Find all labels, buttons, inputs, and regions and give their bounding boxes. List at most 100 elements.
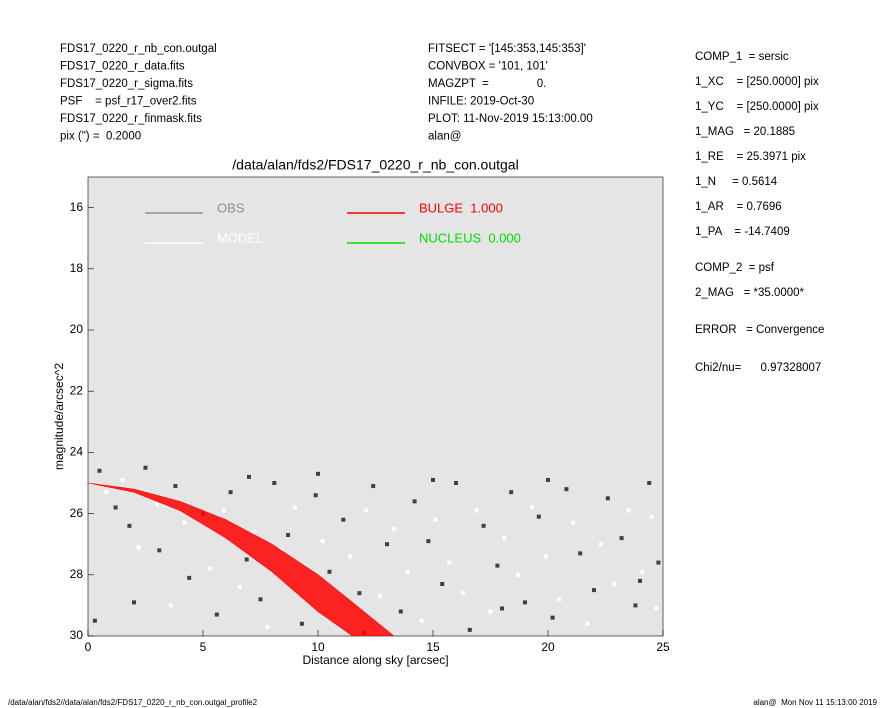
data-point bbox=[221, 508, 226, 513]
legend-label: OBS bbox=[217, 200, 245, 215]
header-left-line: FDS17_0220_r_finmask.fits bbox=[60, 113, 202, 125]
data-point bbox=[371, 484, 376, 489]
header-right-line: COMP_1 = sersic bbox=[695, 51, 789, 63]
data-point bbox=[543, 554, 548, 559]
data-point bbox=[136, 545, 141, 550]
data-point bbox=[578, 551, 583, 556]
header-right-line: 2_MAG = *35.0000* bbox=[695, 287, 805, 299]
data-point bbox=[155, 502, 159, 507]
data-point bbox=[502, 536, 507, 541]
y-axis-label: magnitude/arcsec^2 bbox=[52, 363, 66, 470]
data-point bbox=[228, 490, 233, 495]
data-point bbox=[412, 499, 417, 504]
data-point bbox=[626, 508, 631, 513]
y-tick-label: 16 bbox=[70, 200, 84, 214]
header-right-line: COMP_2 = psf bbox=[695, 262, 775, 274]
data-point bbox=[341, 517, 346, 522]
data-point bbox=[173, 484, 178, 489]
data-point bbox=[316, 471, 320, 476]
y-tick-label: 30 bbox=[70, 628, 84, 642]
data-point bbox=[488, 609, 493, 614]
data-point bbox=[378, 594, 383, 599]
legend-label: BULGE 1.000 bbox=[419, 200, 503, 215]
x-axis-label: Distance along sky [arcsec] bbox=[302, 653, 448, 667]
data-point bbox=[237, 585, 242, 590]
data-point bbox=[357, 591, 362, 596]
data-point bbox=[640, 569, 645, 574]
x-tick-label: 25 bbox=[656, 640, 670, 654]
data-point bbox=[385, 542, 389, 547]
x-tick-label: 10 bbox=[311, 640, 325, 654]
header-right-line: 1_PA = -14.7409 bbox=[695, 226, 790, 238]
data-point bbox=[348, 554, 353, 559]
data-point bbox=[633, 603, 638, 608]
header-right-line: 1_MAG = 20.1885 bbox=[695, 126, 795, 138]
data-point bbox=[619, 536, 624, 541]
header-left-line: FDS17_0220_r_nb_con.outgal bbox=[60, 43, 217, 55]
data-point bbox=[500, 606, 504, 611]
y-tick-label: 24 bbox=[70, 445, 84, 459]
data-point bbox=[247, 474, 251, 479]
y-tick-label: 22 bbox=[70, 383, 84, 397]
data-point bbox=[272, 481, 277, 485]
data-point bbox=[557, 597, 562, 602]
y-tick-label: 20 bbox=[70, 322, 84, 336]
data-point bbox=[649, 514, 654, 519]
data-point bbox=[364, 508, 369, 513]
data-point bbox=[251, 529, 256, 534]
data-point bbox=[97, 468, 102, 473]
header-left-line: PSF = psf_r17_over2.fits bbox=[60, 96, 197, 108]
x-tick-label: 5 bbox=[200, 640, 207, 654]
header-right-line: Chi2/nu= 0.97328007 bbox=[695, 362, 821, 374]
data-point bbox=[592, 588, 596, 593]
data-point bbox=[612, 581, 617, 586]
data-point bbox=[299, 621, 304, 626]
data-point bbox=[474, 508, 479, 513]
header-right-line: 1_XC = [250.0000] pix bbox=[695, 76, 819, 88]
data-point bbox=[605, 496, 610, 501]
header-middle-line: MAGZPT = 0. bbox=[428, 78, 546, 90]
data-point bbox=[258, 597, 263, 602]
data-point bbox=[426, 539, 431, 544]
x-tick-label: 0 bbox=[85, 640, 92, 654]
data-point bbox=[516, 572, 521, 577]
data-point bbox=[509, 490, 514, 495]
data-point bbox=[440, 581, 445, 586]
y-tick-label: 26 bbox=[70, 506, 84, 520]
header-middle-line: FITSECT = '[145:353,145:353]' bbox=[428, 43, 586, 55]
data-point bbox=[92, 618, 97, 623]
data-point bbox=[405, 569, 410, 574]
data-point bbox=[207, 566, 212, 571]
data-point bbox=[571, 520, 576, 525]
data-point bbox=[113, 505, 118, 510]
data-point bbox=[265, 624, 270, 629]
plot-area bbox=[87, 176, 664, 637]
data-point bbox=[293, 505, 297, 510]
data-point bbox=[286, 533, 291, 538]
data-point bbox=[182, 520, 187, 525]
data-point bbox=[654, 606, 659, 611]
data-point bbox=[143, 465, 148, 470]
y-tick-label: 18 bbox=[70, 261, 84, 275]
data-point bbox=[454, 481, 458, 485]
data-point bbox=[460, 591, 465, 596]
data-point bbox=[656, 560, 661, 565]
data-point bbox=[638, 578, 642, 583]
data-point bbox=[104, 490, 109, 495]
x-tick-label: 15 bbox=[426, 640, 440, 654]
header-left-line: pix (") = 0.2000 bbox=[60, 131, 141, 143]
x-tick-label: 20 bbox=[541, 640, 555, 654]
data-point bbox=[320, 539, 325, 544]
header-left-line: FDS17_0220_r_sigma.fits bbox=[60, 78, 193, 90]
data-point bbox=[398, 609, 403, 614]
header-right-line: ERROR = Convergence bbox=[695, 324, 824, 336]
data-point bbox=[523, 600, 527, 605]
data-point bbox=[481, 523, 486, 528]
header-right-line: 1_N = 0.5614 bbox=[695, 176, 778, 188]
data-point bbox=[598, 542, 603, 547]
header-middle-line: CONVBOX = '101, 101' bbox=[428, 61, 548, 73]
data-point bbox=[495, 563, 500, 568]
bulge-band bbox=[88, 482, 395, 636]
data-point bbox=[214, 612, 219, 617]
